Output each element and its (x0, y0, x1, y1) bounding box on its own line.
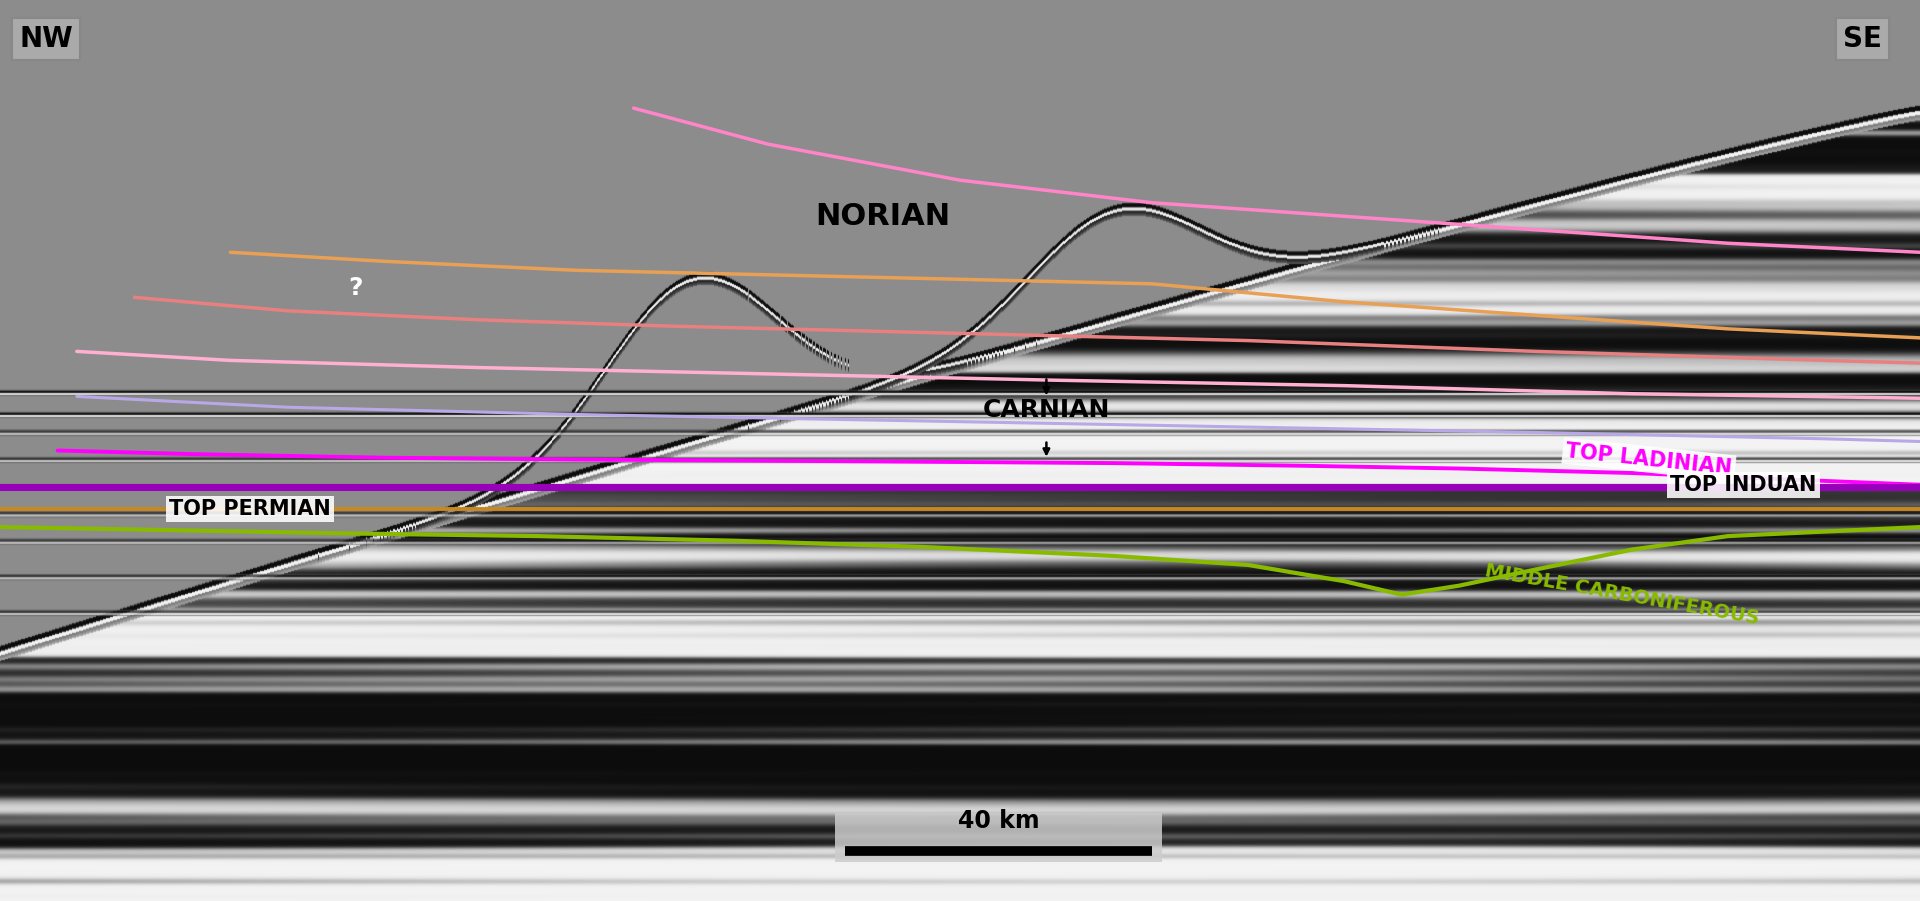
Text: CARNIAN: CARNIAN (983, 398, 1110, 422)
Text: TOP LADINIAN: TOP LADINIAN (1565, 441, 1734, 478)
Text: TOP PERMIAN: TOP PERMIAN (169, 499, 330, 519)
Text: NW: NW (19, 25, 73, 53)
Text: 40 km: 40 km (958, 809, 1039, 833)
Text: SE: SE (1843, 25, 1882, 53)
Text: ?: ? (348, 277, 363, 300)
Text: TOP INDUAN: TOP INDUAN (1670, 475, 1816, 495)
FancyBboxPatch shape (835, 813, 1162, 862)
Text: NORIAN: NORIAN (816, 202, 950, 231)
Text: MIDDLE CARBONIFEROUS: MIDDLE CARBONIFEROUS (1484, 561, 1761, 628)
